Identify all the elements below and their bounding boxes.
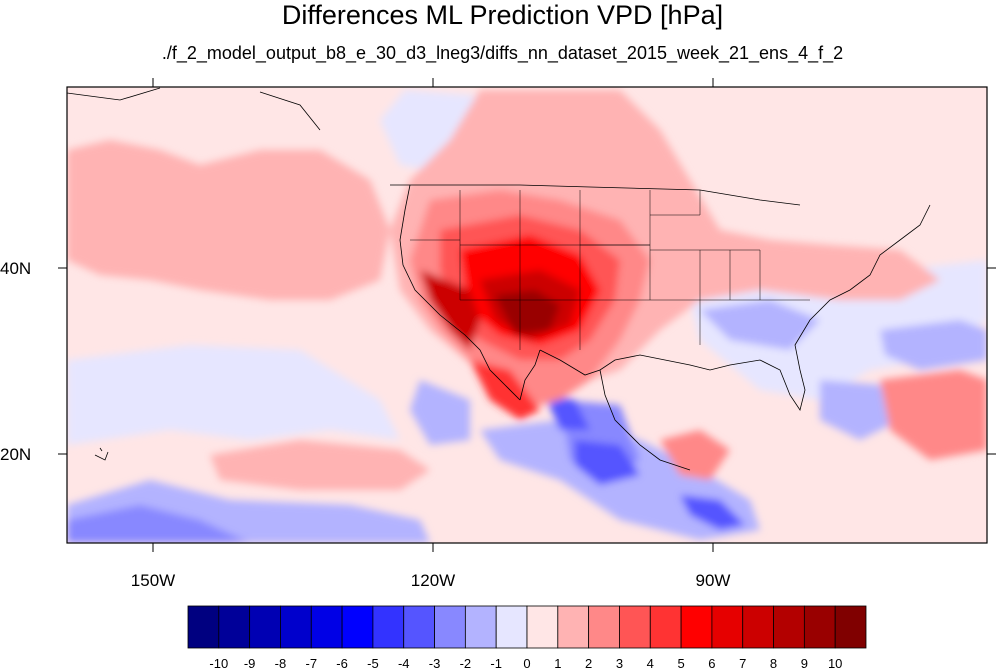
colorbar-swatch — [218, 605, 251, 649]
colorbar-swatch — [803, 605, 836, 649]
coastlines — [67, 87, 931, 471]
colorbar-swatch — [464, 605, 497, 649]
map-title: Differences ML Prediction VPD [hPa] — [281, 0, 724, 30]
colorbar-swatch — [557, 605, 590, 649]
colorbar-label: 2 — [585, 656, 592, 671]
colorbar-label: 8 — [770, 656, 777, 671]
colorbar-swatch — [649, 605, 682, 649]
colorbar-label: -3 — [429, 656, 441, 671]
lon-label-90w: 90W — [696, 571, 731, 590]
colorbar-label: 10 — [828, 656, 842, 671]
lon-label-120w: 120W — [411, 571, 455, 590]
colorbar-label: 1 — [554, 656, 561, 671]
colorbar-label: -9 — [244, 656, 256, 671]
lon-ticks — [152, 78, 714, 552]
colorbar-swatch — [310, 605, 343, 649]
colorbar-swatch — [680, 605, 713, 649]
colorbar-swatch — [341, 605, 374, 649]
colorbar-label: -4 — [398, 656, 410, 671]
map-frame — [66, 86, 988, 544]
lat-ticks — [58, 267, 996, 455]
colorbar-swatch — [742, 605, 774, 649]
colorbar-swatch — [372, 605, 405, 649]
colorbar-label: 6 — [708, 656, 715, 671]
colorbar-label: 9 — [801, 656, 808, 671]
colorbar-swatch — [403, 605, 435, 649]
colorbar-swatch — [280, 605, 312, 649]
colorbar-label: -7 — [305, 656, 317, 671]
colorbar-label: -1 — [490, 656, 502, 671]
lon-label-150w: 150W — [131, 571, 175, 590]
map-subtitle: ./f_2_model_output_b8_e_30_d3_lneg3/diff… — [161, 43, 844, 63]
colorbar-label: -6 — [336, 656, 348, 671]
colorbar-swatch — [249, 605, 281, 649]
colorbar-label: 5 — [677, 656, 684, 671]
colorbar-swatch — [619, 605, 651, 649]
colorbar-label: -2 — [460, 656, 472, 671]
colorbar-swatch — [526, 605, 559, 649]
colorbar-swatch — [434, 605, 466, 649]
colorbar-label: -5 — [367, 656, 379, 671]
state-borders — [410, 190, 810, 350]
colorbar-label: -8 — [275, 656, 287, 671]
colorbar-label: 0 — [523, 656, 530, 671]
colorbar-label: -10 — [209, 656, 228, 671]
colorbar-swatch — [834, 605, 867, 649]
colorbar-swatch — [711, 605, 744, 649]
lat-label-40n: 40N — [0, 259, 31, 278]
lat-label-20n: 20N — [0, 445, 31, 464]
colorbar-label: 7 — [739, 656, 746, 671]
colorbar-label: 3 — [616, 656, 623, 671]
colorbar-label: 4 — [647, 656, 654, 671]
colorbar-swatch — [588, 605, 620, 649]
colorbar-swatch — [773, 605, 805, 649]
vpd-difference-field — [67, 87, 987, 543]
colorbar: -10 -9 -8 -7 -6 -5 -4 -3 -2 -1 0 1 2 3 4 5 6 7 8 9 10 — [187, 605, 867, 671]
colorbar-swatch — [187, 605, 220, 649]
colorbar-swatch — [495, 605, 528, 649]
